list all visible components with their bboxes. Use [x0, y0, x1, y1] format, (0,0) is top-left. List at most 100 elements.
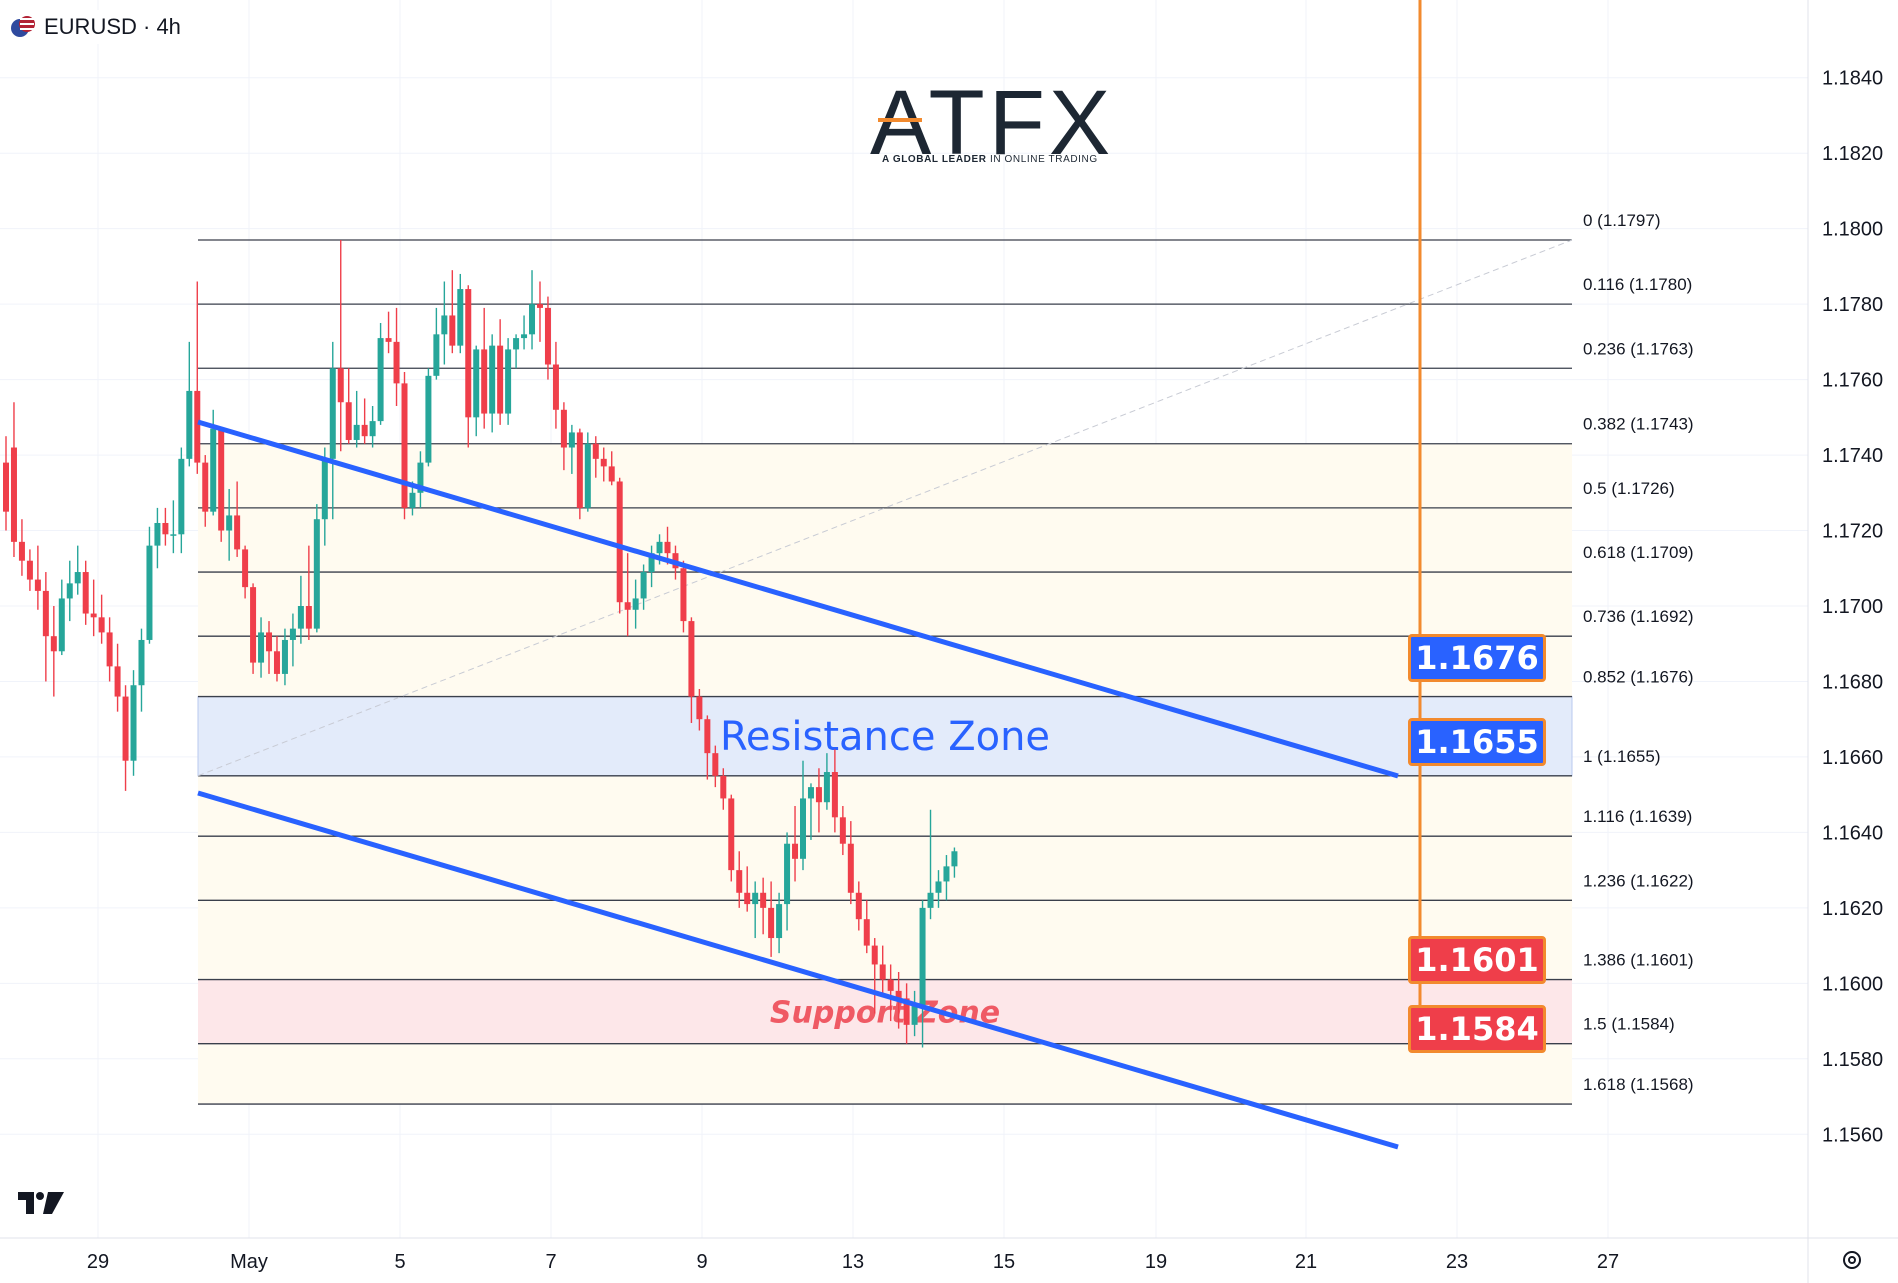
candle-body [82, 572, 89, 614]
candle [178, 447, 185, 554]
candle-body [170, 534, 177, 536]
candle [648, 545, 655, 588]
candle-body [704, 719, 711, 754]
candle-body [919, 907, 926, 1006]
candle [138, 628, 145, 712]
candle [776, 892, 783, 954]
candle-body [289, 628, 296, 640]
candle-body [234, 515, 241, 550]
candle [58, 579, 65, 656]
candle [417, 451, 424, 508]
candle-body [385, 338, 392, 342]
candle-body [831, 772, 838, 818]
candle-body [863, 919, 870, 946]
candle-body [42, 590, 49, 637]
candle-body [560, 409, 567, 448]
candle [927, 809, 934, 920]
price-axis-bg [1808, 0, 1898, 1283]
candle [66, 560, 73, 622]
price-tick-label: 1.1580 [1822, 1049, 1883, 1071]
candle [831, 749, 838, 833]
candle-body [536, 304, 543, 308]
fib-label: 1.5 (1.1584) [1583, 1015, 1675, 1034]
candle-body [329, 368, 336, 459]
candle-body [18, 541, 25, 561]
candle-body [337, 368, 344, 403]
candle-body [266, 632, 273, 652]
candle-body [640, 572, 647, 599]
date-tick-label: 23 [1446, 1251, 1468, 1273]
candle [305, 545, 312, 640]
candle [377, 323, 384, 425]
price-tick-label: 1.1700 [1822, 596, 1883, 618]
candle [600, 447, 607, 482]
candle [433, 307, 440, 380]
candle-body [544, 307, 551, 365]
candle [242, 545, 249, 599]
candle [162, 507, 169, 546]
date-tick-label: 21 [1295, 1251, 1317, 1273]
candle [736, 851, 743, 908]
price-tick-label: 1.1640 [1822, 822, 1883, 844]
candle [632, 579, 639, 629]
candle [720, 768, 727, 810]
candle-body [720, 775, 727, 799]
candle [154, 507, 161, 569]
candle [823, 753, 830, 810]
date-tick-label: 15 [993, 1251, 1015, 1273]
candle [98, 594, 105, 644]
fibonacci-layer: 0 (1.1797) 0.116 (1.1780) 0.236 (1.1763) 0.… [197, 211, 1694, 1105]
fib-label: 0.736 (1.1692) [1583, 607, 1694, 626]
candle [273, 636, 280, 682]
candle [266, 621, 273, 674]
tradingview-logo-icon[interactable] [18, 1192, 64, 1214]
settings-gear-icon[interactable] [1840, 1248, 1864, 1272]
candle [935, 870, 942, 908]
date-tick-label: 13 [842, 1251, 864, 1273]
candle [146, 526, 153, 644]
candle [345, 368, 352, 444]
candle-body [800, 798, 806, 859]
candle-body [345, 402, 352, 440]
fib-label: 0.236 (1.1763) [1583, 339, 1694, 358]
candle [505, 338, 512, 425]
candle [903, 983, 910, 1044]
candle-body [417, 462, 424, 493]
chart-header[interactable]: EURUSD · 4h [10, 10, 191, 44]
candle-body [505, 349, 512, 414]
candle-body [433, 334, 440, 376]
candle-body [951, 851, 958, 867]
candle-body [792, 843, 799, 859]
candle-body [194, 390, 201, 463]
candle [281, 628, 288, 686]
date-tick-label: 5 [394, 1251, 405, 1273]
candle [465, 285, 472, 448]
candle-body [353, 424, 360, 440]
candle-body [887, 979, 894, 991]
candle [489, 334, 496, 433]
candle [879, 945, 886, 995]
candle [704, 715, 711, 780]
candle-body [736, 870, 743, 893]
candle [218, 428, 225, 542]
candle-body [313, 519, 320, 629]
candle-body [202, 462, 209, 512]
candle-body [90, 613, 97, 618]
candle [250, 583, 257, 674]
candle [513, 334, 520, 369]
candle-body [162, 522, 169, 535]
candle [3, 436, 9, 531]
candle-body [34, 579, 41, 591]
candle [186, 341, 193, 467]
candle-body [218, 428, 225, 531]
candle-body [776, 904, 783, 939]
candle [847, 821, 854, 905]
fib-label: 1.116 (1.1639) [1583, 807, 1692, 826]
date-tick-label: May [230, 1251, 268, 1273]
candle [74, 545, 81, 595]
candle-body [529, 304, 536, 335]
candle [297, 575, 304, 644]
candle-body [297, 606, 304, 629]
